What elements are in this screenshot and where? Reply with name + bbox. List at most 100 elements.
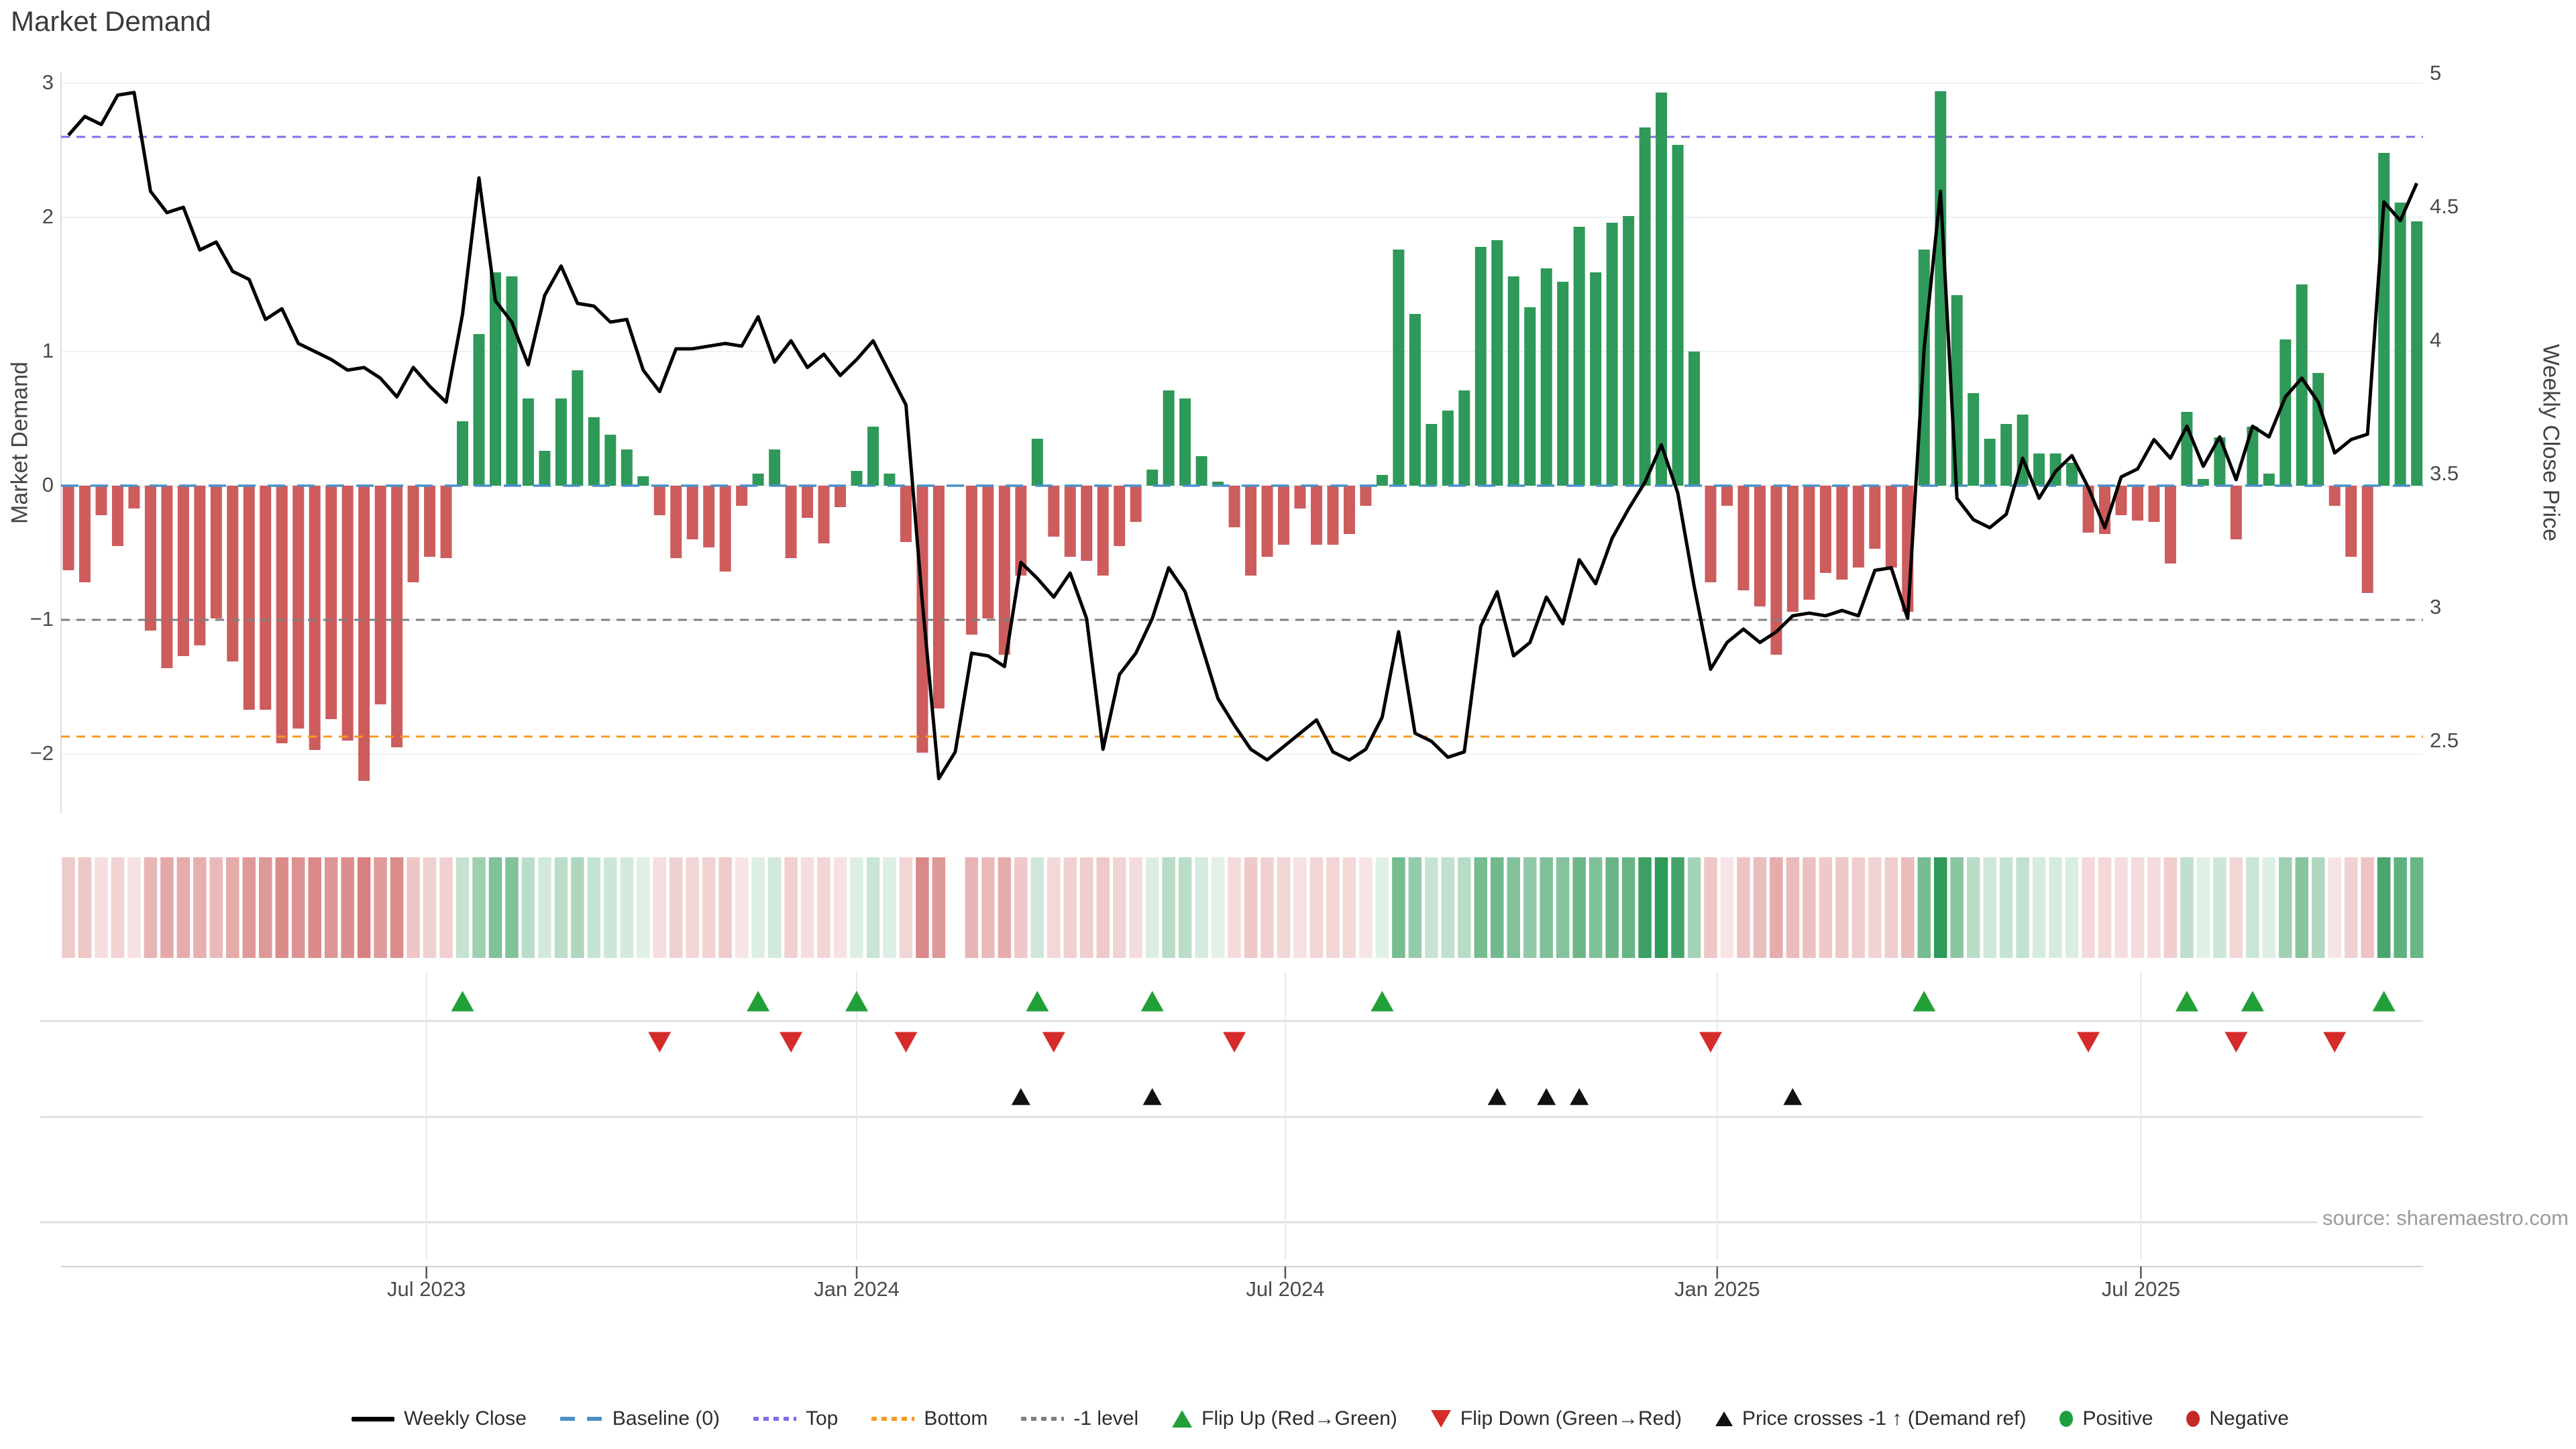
demand-bar-positive [2197, 479, 2209, 486]
demand-bar-negative [1786, 486, 1799, 612]
heatmap-cell [1277, 857, 1291, 958]
demand-bar-positive [867, 427, 879, 486]
right-axis-tick: 5 [2430, 61, 2442, 85]
demand-bar-positive [1442, 411, 1454, 486]
heatmap-cell [1687, 857, 1701, 958]
heatmap-cell [1096, 857, 1110, 958]
legend-item-baseline-0[interactable]: Baseline (0) [559, 1407, 720, 1430]
legend-label: Top [806, 1407, 839, 1430]
demand-bar-negative [900, 486, 912, 542]
flip-down-marker [2077, 1032, 2100, 1053]
legend-label: Bottom [924, 1407, 988, 1430]
heatmap-cell [2032, 857, 2046, 958]
heatmap-cell [341, 857, 354, 958]
left-axis-tick: 0 [42, 473, 54, 496]
demand-bar-negative [1064, 486, 1076, 557]
demand-bar-positive [1606, 223, 1618, 486]
heatmap-cell [1080, 857, 1093, 958]
heatmap-cell [1556, 857, 1570, 958]
demand-bar-positive [1146, 470, 1159, 486]
heatmap-cell [1326, 857, 1340, 958]
heatmap-cell [1359, 857, 1373, 958]
flip-down-marker [648, 1032, 672, 1053]
heatmap-cell [718, 857, 732, 958]
legend-label: Positive [2082, 1407, 2153, 1430]
heatmap-cell [2114, 857, 2128, 958]
demand-bar-negative [1327, 486, 1339, 545]
heatmap-cell [2016, 857, 2029, 958]
demand-bar-negative [177, 486, 189, 656]
heatmap-cell [95, 857, 108, 958]
demand-bar-negative [424, 486, 436, 557]
demand-bar-negative [1360, 486, 1372, 506]
heatmap-cell [1507, 857, 1520, 958]
heatmap-cell [1145, 857, 1159, 958]
demand-bar-positive [2066, 463, 2078, 486]
legend-label: Baseline (0) [612, 1407, 720, 1430]
legend-item-flip-up-red-green[interactable]: Flip Up (Red→Green) [1172, 1407, 1397, 1430]
purple-dotted-icon [753, 1417, 796, 1421]
demand-bar-positive [1458, 390, 1470, 486]
heatmap-cell [226, 857, 239, 958]
heatmap-cell [324, 857, 338, 958]
heatmap-cell [1392, 857, 1405, 958]
heatmap-cell [866, 857, 880, 958]
heatmap-cell [554, 857, 568, 958]
heatmap-cell [1129, 857, 1142, 958]
flip-down-marker [1223, 1032, 1246, 1053]
demand-bar-positive [1393, 250, 1405, 486]
legend-item-positive[interactable]: Positive [2059, 1407, 2153, 1430]
flip-down-marker [1042, 1032, 1065, 1053]
heatmap-cell [1014, 857, 1028, 958]
heatmap-cell [193, 857, 207, 958]
legend-item-top[interactable]: Top [753, 1407, 838, 1430]
page-title: Market Demand [11, 5, 211, 37]
legend-item-weekly-close[interactable]: Weekly Close [352, 1407, 527, 1430]
heatmap-cell [2196, 857, 2210, 958]
weekly-close-line [67, 91, 2418, 781]
heatmap-cell [160, 857, 174, 958]
heatmap-cell [2147, 857, 2161, 958]
heatmap-cell [1671, 857, 1684, 958]
flip-up-marker [1026, 991, 1049, 1012]
heatmap-cell [1178, 857, 1192, 958]
legend-item-flip-down-green-red[interactable]: Flip Down (Green→Red) [1430, 1407, 1682, 1430]
heatmap-cell [1211, 857, 1225, 958]
demand-bar-negative [2230, 486, 2242, 539]
green-up-triangle-icon [1172, 1410, 1193, 1428]
demand-bar-negative [309, 486, 321, 750]
legend-item-1-level[interactable]: -1 level [1021, 1407, 1138, 1430]
demand-bar-positive [1573, 227, 1585, 486]
legend-item-negative[interactable]: Negative [2186, 1407, 2289, 1430]
legend-item-price-crosses-1-demand-ref[interactable]: Price crosses -1 ↑ (Demand ref) [1715, 1407, 2026, 1430]
demand-bar-positive [1656, 93, 1668, 486]
demand-bar-negative [78, 486, 91, 582]
demand-bar-positive [2247, 427, 2259, 486]
heatmap-cell [357, 857, 371, 958]
demand-bar-negative [341, 486, 354, 741]
demand-bar-positive [457, 421, 469, 486]
heatmap-cell [472, 857, 486, 958]
demand-bar-positive [1590, 272, 1602, 486]
heatmap-cell [1572, 857, 1586, 958]
left-axis-tick: −1 [30, 607, 54, 631]
demand-bar-negative [62, 486, 74, 570]
demand-bar-positive [1031, 439, 1043, 486]
heatmap-cell [1819, 857, 1833, 958]
demand-bar-negative [1819, 486, 1831, 573]
demand-bar-positive [489, 272, 501, 486]
heatmap-cell [981, 857, 995, 958]
heatmap-cell [1540, 857, 1553, 958]
gray-dotted-icon [1021, 1417, 1065, 1421]
heatmap-cell [2279, 857, 2292, 958]
heatmap-cell [308, 857, 321, 958]
heatmap-cell [932, 857, 946, 958]
right-axis-tick: 2.5 [2430, 729, 2459, 752]
heatmap-cell [144, 857, 158, 958]
demand-bar-positive [1409, 314, 1421, 486]
demand-bar-negative [736, 486, 748, 506]
demand-bar-positive [1195, 456, 1208, 486]
x-axis-tick: Jan 2024 [814, 1277, 900, 1301]
demand-bar-positive [2181, 412, 2193, 486]
legend-item-bottom[interactable]: Bottom [871, 1407, 987, 1430]
